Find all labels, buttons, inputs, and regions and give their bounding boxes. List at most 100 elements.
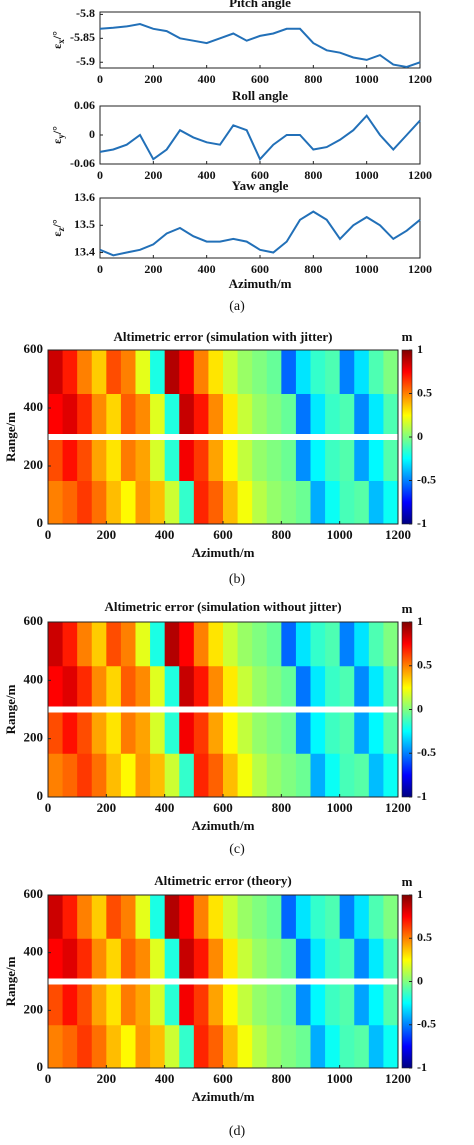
x-tick-label: 400 xyxy=(155,800,175,815)
heatmap-cell xyxy=(237,437,253,481)
chart-title: Altimetric error (theory) xyxy=(154,873,291,888)
heatmap-cell xyxy=(354,393,370,438)
heatmap-cell xyxy=(120,622,136,667)
heatmap-cell xyxy=(179,350,195,394)
heatmap-cell xyxy=(295,393,311,438)
y-axis-label-unit: /° xyxy=(50,31,64,40)
heatmap-cell xyxy=(339,895,355,939)
colorbar-tick-label: 0 xyxy=(417,429,423,443)
heatmap-cell xyxy=(62,981,78,1026)
heatmap-cell xyxy=(208,753,224,798)
heatmap-cell xyxy=(135,622,151,667)
heatmap-cell xyxy=(62,480,78,525)
heatmap-cell xyxy=(266,665,282,710)
heatmap-cell xyxy=(135,665,151,710)
heatmap-cell xyxy=(179,709,195,754)
heatmap-cell xyxy=(252,350,268,394)
heatmap-cell xyxy=(208,938,224,982)
heatmap-cell xyxy=(325,938,341,982)
x-axis-label: Azimuth/m xyxy=(192,818,255,833)
heatmap-cell xyxy=(383,480,399,525)
heatmap-cell xyxy=(295,480,311,525)
heatmap-cell xyxy=(310,480,326,525)
heatmap-cell xyxy=(150,981,166,1026)
heatmap-cell xyxy=(91,393,107,438)
heatmap-cell xyxy=(164,665,180,710)
heatmap-cell xyxy=(281,393,297,438)
heatmap-cell xyxy=(310,437,326,481)
heatmap-cell xyxy=(266,753,282,798)
heatmap-cell xyxy=(48,709,64,754)
heatmap-cell xyxy=(120,665,136,710)
y-tick-label: 600 xyxy=(24,613,44,628)
heatmap-cell xyxy=(310,753,326,798)
heatmap-cell xyxy=(179,665,195,710)
x-axis-label: Azimuth/m xyxy=(192,1089,255,1104)
heatmap-cell xyxy=(179,1024,195,1069)
heatmap-cell xyxy=(106,350,122,394)
heatmap-cell xyxy=(77,938,93,982)
heatmap-cell xyxy=(62,709,78,754)
x-tick-label: 1000 xyxy=(355,262,379,276)
heatmap-cell xyxy=(135,709,151,754)
heatmap-cell xyxy=(120,709,136,754)
chart-title: Pitch angle xyxy=(229,0,291,10)
heatmap-cell xyxy=(339,709,355,754)
heatmap-cell xyxy=(223,709,239,754)
heatmap-cell xyxy=(106,1024,122,1069)
x-tick-label: 200 xyxy=(97,527,117,542)
heatmap-cell xyxy=(339,480,355,525)
heatmap-cell xyxy=(179,437,195,481)
heatmap-cell xyxy=(150,753,166,798)
x-tick-label: 400 xyxy=(198,168,216,182)
heatmap-cell xyxy=(383,895,399,939)
heatmap-cell xyxy=(77,350,93,394)
heatmap-cell xyxy=(281,709,297,754)
heatmap-cell xyxy=(91,753,107,798)
caption: (b) xyxy=(229,572,246,587)
heatmap-cell xyxy=(325,753,341,798)
heatmap-cell xyxy=(179,753,195,798)
plot-area xyxy=(99,105,421,165)
heatmap-cell xyxy=(106,753,122,798)
heatmap-cell xyxy=(164,709,180,754)
heatmap-cell xyxy=(325,1024,341,1069)
heatmap-cell xyxy=(164,437,180,481)
heatmap-cell xyxy=(383,622,399,667)
y-axis-label-symbol: ε xyxy=(50,44,64,49)
heatmap-cell xyxy=(223,350,239,394)
heatmap-cell xyxy=(164,393,180,438)
colorbar-label: m xyxy=(402,329,413,344)
heatmap-cell xyxy=(223,622,239,667)
heatmap-cell xyxy=(164,350,180,394)
chart-title: Altimetric error (simulation with jitter… xyxy=(113,329,332,344)
x-tick-label: 1000 xyxy=(327,1071,353,1086)
heatmap-cell xyxy=(281,895,297,939)
heatmap-cell xyxy=(77,1024,93,1069)
heatmap-cell xyxy=(106,709,122,754)
y-tick-label: 600 xyxy=(24,886,44,901)
y-tick-label: 13.5 xyxy=(74,217,95,231)
y-tick-label: 0 xyxy=(37,1059,44,1074)
y-axis-label: Range/m xyxy=(3,956,18,1006)
heatmap-cell xyxy=(339,350,355,394)
heatmap-cell xyxy=(91,665,107,710)
y-axis-label-unit: /° xyxy=(50,219,64,228)
colorbar-tick-label: 1 xyxy=(417,614,423,628)
heatmap-cell xyxy=(150,393,166,438)
caption: (d) xyxy=(229,1124,246,1139)
heatmap-cell xyxy=(368,393,384,438)
heatmap-cell xyxy=(106,895,122,939)
heatmap-cell xyxy=(62,1024,78,1069)
heatmap-cell xyxy=(252,895,268,939)
heatmap-cell xyxy=(208,437,224,481)
heatmap-cell xyxy=(237,665,253,710)
heatmap-cell xyxy=(120,753,136,798)
x-tick-label: 0 xyxy=(97,72,103,86)
chart-title: Yaw angle xyxy=(232,178,289,193)
heatmap-cell xyxy=(223,981,239,1026)
x-tick-label: 1200 xyxy=(408,168,432,182)
y-axis-label: εz/° xyxy=(50,219,66,236)
heatmap-cell xyxy=(150,665,166,710)
